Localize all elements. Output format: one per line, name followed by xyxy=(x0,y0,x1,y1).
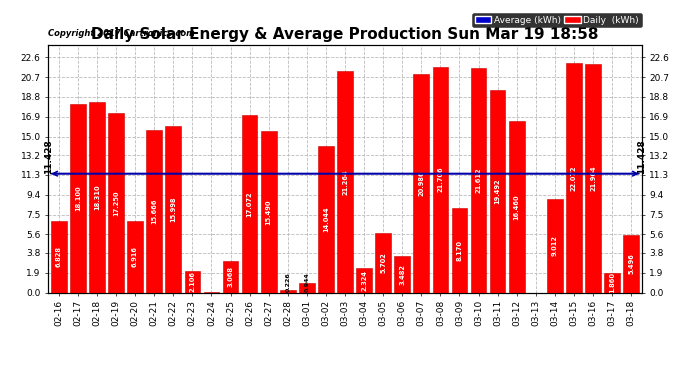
Title: Daily Solar Energy & Average Production Sun Mar 19 18:58: Daily Solar Energy & Average Production … xyxy=(91,27,599,42)
Text: 22.072: 22.072 xyxy=(571,165,577,190)
Bar xyxy=(127,220,143,292)
Bar xyxy=(184,271,200,292)
Text: 16.460: 16.460 xyxy=(514,194,520,220)
Text: 9.012: 9.012 xyxy=(552,235,558,256)
Bar xyxy=(375,233,391,292)
Bar xyxy=(108,113,124,292)
Bar xyxy=(89,102,105,292)
Text: 8.170: 8.170 xyxy=(457,240,462,261)
Bar xyxy=(623,236,639,292)
Text: 0.226: 0.226 xyxy=(285,272,290,292)
Text: 21.612: 21.612 xyxy=(475,167,482,193)
Text: 18.100: 18.100 xyxy=(75,186,81,211)
Bar xyxy=(413,74,429,292)
Text: 20.986: 20.986 xyxy=(418,171,424,196)
Bar xyxy=(604,273,620,292)
Bar xyxy=(566,63,582,292)
Text: 2.324: 2.324 xyxy=(361,270,367,291)
Text: 0.944: 0.944 xyxy=(304,272,309,292)
Text: 3.068: 3.068 xyxy=(228,266,233,287)
Text: 6.916: 6.916 xyxy=(132,246,138,267)
Bar xyxy=(547,199,563,292)
Text: Copyright 2017 Cartronics.com: Copyright 2017 Cartronics.com xyxy=(48,29,195,38)
Text: 21.706: 21.706 xyxy=(437,167,444,192)
Bar xyxy=(337,71,353,292)
Text: 17.072: 17.072 xyxy=(246,191,253,216)
Text: 15.490: 15.490 xyxy=(266,199,272,225)
Text: 11.428: 11.428 xyxy=(637,139,646,174)
Bar xyxy=(70,104,86,292)
Bar xyxy=(223,261,238,292)
Bar xyxy=(471,68,486,292)
Text: 5.496: 5.496 xyxy=(628,254,634,274)
Text: 15.666: 15.666 xyxy=(151,198,157,224)
Text: 11.428: 11.428 xyxy=(44,139,53,174)
Bar xyxy=(585,64,601,292)
Bar xyxy=(261,131,277,292)
Bar xyxy=(280,290,295,292)
Bar xyxy=(490,90,506,292)
Text: 18.310: 18.310 xyxy=(94,184,100,210)
Text: 15.998: 15.998 xyxy=(170,196,176,222)
Text: 14.044: 14.044 xyxy=(323,207,329,232)
Bar xyxy=(299,283,315,292)
Text: 2.106: 2.106 xyxy=(189,271,195,292)
Text: 19.492: 19.492 xyxy=(495,178,501,204)
Bar xyxy=(356,268,372,292)
Bar xyxy=(318,147,334,292)
Text: 21.964: 21.964 xyxy=(590,165,596,191)
Bar xyxy=(452,207,467,292)
Bar xyxy=(433,67,448,292)
Bar xyxy=(509,122,524,292)
Text: 21.264: 21.264 xyxy=(342,169,348,195)
Text: 5.702: 5.702 xyxy=(380,252,386,273)
Bar xyxy=(51,222,67,292)
Text: 17.250: 17.250 xyxy=(113,190,119,216)
Bar xyxy=(395,256,410,292)
Text: 3.482: 3.482 xyxy=(400,264,405,285)
Bar xyxy=(166,126,181,292)
Bar xyxy=(241,115,257,292)
Legend: Average (kWh), Daily  (kWh): Average (kWh), Daily (kWh) xyxy=(472,13,642,27)
Text: 6.828: 6.828 xyxy=(56,246,62,267)
Bar xyxy=(146,130,162,292)
Text: 1.860: 1.860 xyxy=(609,272,615,293)
